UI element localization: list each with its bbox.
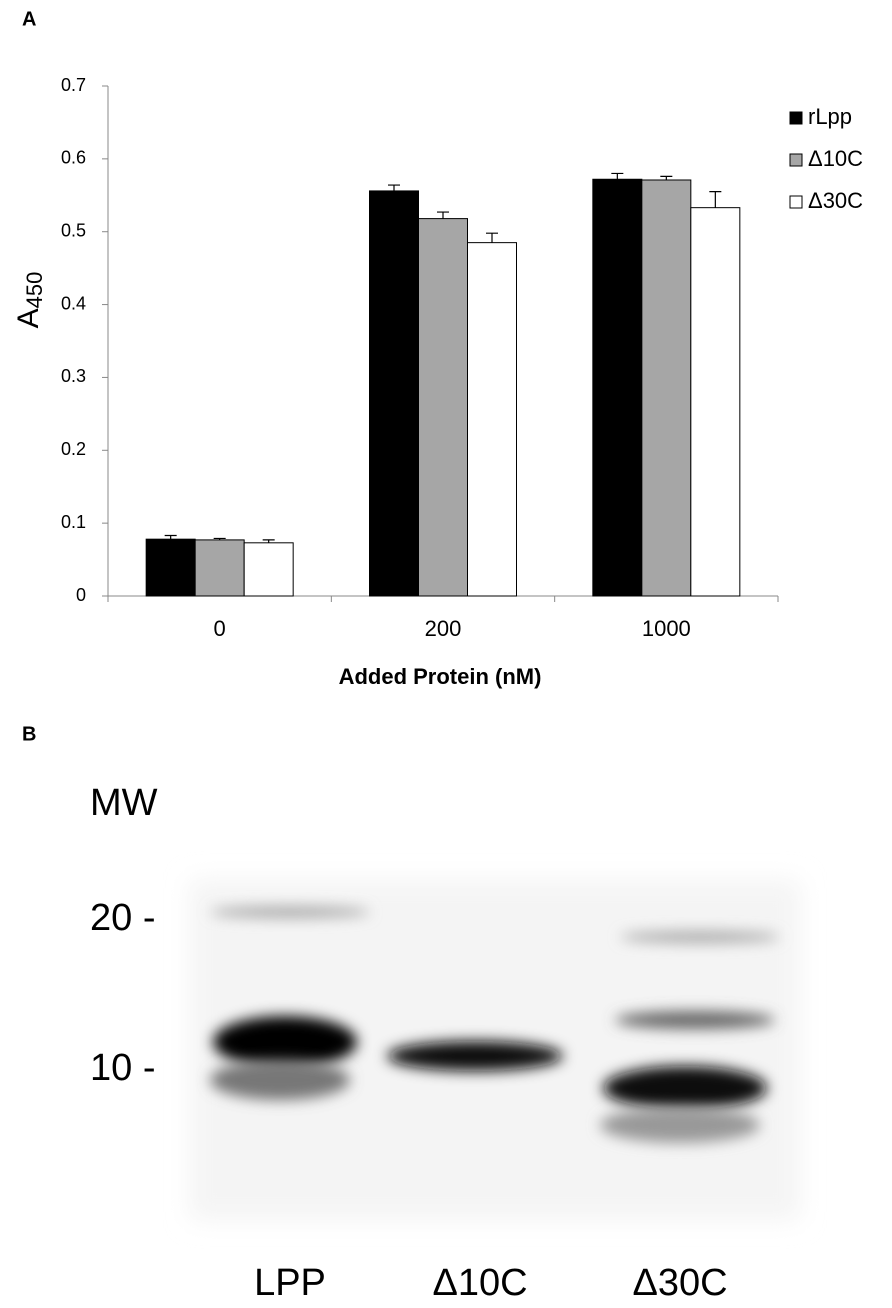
bar [369,190,419,597]
error-bar [660,175,673,180]
y-tick-label: 0 [76,585,86,605]
y-label-main: A [12,308,45,328]
y-tick-label: 0.2 [61,439,86,459]
marker-label: 20 - [90,897,155,939]
panel-label: A [22,8,36,30]
legend-swatch [789,153,803,167]
bar [467,242,517,597]
error-bar [611,172,624,180]
band [210,1060,350,1100]
error-bar [486,232,498,243]
band [603,1066,767,1110]
lane-label: Δ10C [432,1262,527,1304]
y-label-sub: 450 [22,272,47,309]
bar [690,207,741,597]
y-tick-label: 0.7 [61,75,86,95]
band [213,1016,357,1068]
band [600,1107,760,1143]
error-bar [262,539,275,543]
y-tick-label: 0.4 [61,293,86,313]
y-tick-label: 0.3 [61,366,86,386]
error-bar [213,537,226,540]
legend-swatch [789,195,803,209]
band [620,931,780,943]
x-tick-label: 200 [425,616,462,641]
band [210,906,370,918]
bar [592,178,643,597]
marker-label: 10 - [90,1047,155,1089]
bar [641,179,692,597]
error-bar [437,211,449,219]
x-tick-label: 0 [214,616,226,641]
band [387,1041,563,1071]
legend-label: Δ30C [808,188,863,213]
error-bar [388,184,400,191]
lane-label: Δ30C [632,1262,727,1304]
x-axis-label: Added Protein (nM) [339,664,542,689]
y-axis-label: A450 [12,272,47,329]
legend-swatch [789,111,803,125]
blot-panel [190,880,800,1220]
band [615,1011,775,1029]
panel-label: B [22,723,36,745]
bar [194,539,245,597]
error-bar [709,191,722,208]
y-tick-label: 0.6 [61,148,86,168]
bar [418,218,468,597]
error-bar [164,534,177,540]
y-tick-label: 0.5 [61,220,86,240]
legend-label: Δ10C [808,146,863,171]
y-tick-label: 0.1 [61,512,86,532]
x-tick-label: 1000 [642,616,691,641]
mw-label: MW [90,782,158,824]
lane-label: LPP [254,1262,326,1304]
bar [243,542,294,597]
bar [145,538,196,597]
legend-label: rLpp [808,104,852,129]
